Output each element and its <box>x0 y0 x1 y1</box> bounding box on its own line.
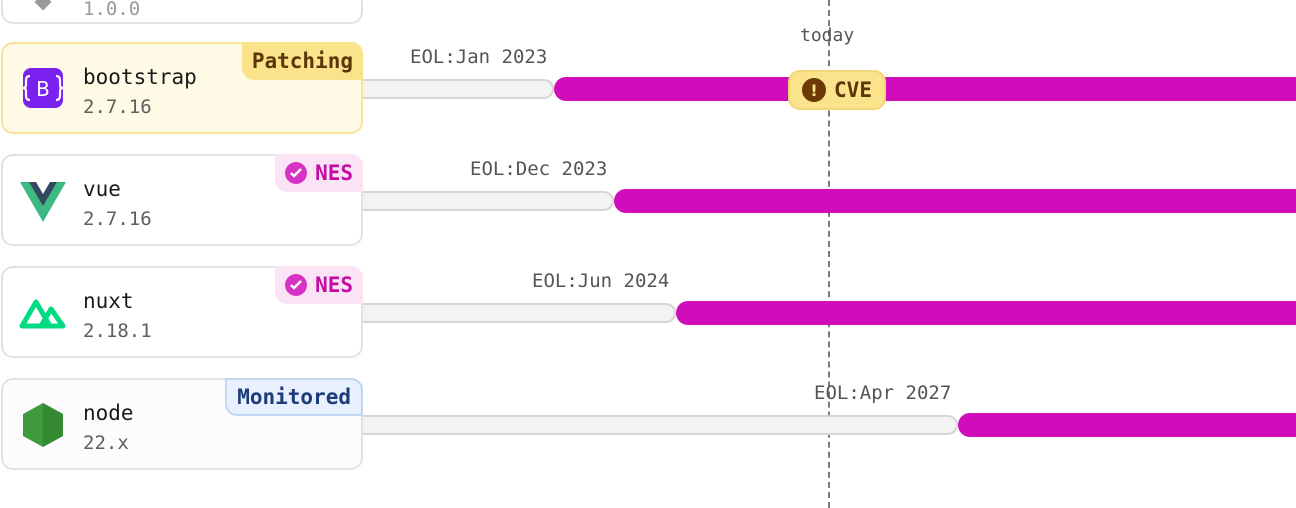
status-badge-patching: Patching <box>241 42 363 80</box>
package-version: 1.0.0 <box>83 0 141 20</box>
timeline-track-bootstrap <box>362 79 554 99</box>
package-name: node <box>83 401 134 425</box>
eol-bar-bootstrap <box>554 77 1296 101</box>
package-name: bootstrap <box>83 65 197 89</box>
diamond-icon <box>34 0 52 11</box>
status-badge-monitored: Monitored <box>225 378 363 416</box>
timeline-track-node <box>362 415 958 435</box>
package-name: vue <box>83 177 121 201</box>
today-marker-line <box>828 0 830 508</box>
eol-bar-node <box>958 413 1296 437</box>
bootstrap-logo-icon: B <box>22 68 64 108</box>
package-version: 2.7.16 <box>83 208 152 230</box>
status-badge-nes: NES <box>275 154 363 192</box>
eol-label-node: EOL:Apr 2027 <box>814 382 952 404</box>
eol-bar-nuxt <box>676 301 1296 325</box>
status-badge-nes: NES <box>275 266 363 304</box>
eol-label-nuxt: EOL:Jun 2024 <box>532 270 670 292</box>
nuxt-logo-icon <box>19 299 66 329</box>
package-card-bootstrap[interactable]: B bootstrap 2.7.16 Patching <box>1 42 363 134</box>
package-card-nuxt[interactable]: nuxt 2.18.1 NES <box>1 266 363 358</box>
check-circle-icon <box>285 162 308 184</box>
badge-label: NES <box>315 273 353 297</box>
alert-icon: ! <box>802 78 827 102</box>
vue-logo-icon <box>20 182 66 222</box>
badge-label: Monitored <box>237 385 351 409</box>
node-logo-icon <box>23 403 63 447</box>
package-card-node[interactable]: node 22.x Monitored <box>1 378 363 470</box>
timeline-track-vue <box>362 191 614 211</box>
package-card-vue[interactable]: vue 2.7.16 NES <box>1 154 363 246</box>
timeline-track-nuxt <box>362 303 676 323</box>
today-label: today <box>800 25 855 46</box>
cve-label: CVE <box>834 78 872 102</box>
badge-label: NES <box>315 161 353 185</box>
svg-text:B: B <box>36 77 50 101</box>
package-version: 22.x <box>83 432 129 454</box>
check-circle-icon <box>285 274 308 296</box>
package-card-partial[interactable]: 1.0.0 <box>1 0 363 24</box>
cve-badge[interactable]: ! CVE <box>788 70 886 110</box>
eol-label-vue: EOL:Dec 2023 <box>470 158 608 180</box>
package-version: 2.7.16 <box>83 96 152 118</box>
eol-label-bootstrap: EOL:Jan 2023 <box>410 46 548 68</box>
badge-label: Patching <box>251 49 353 73</box>
package-name: nuxt <box>83 289 134 313</box>
package-version: 2.18.1 <box>83 320 152 342</box>
eol-bar-vue <box>614 189 1296 213</box>
